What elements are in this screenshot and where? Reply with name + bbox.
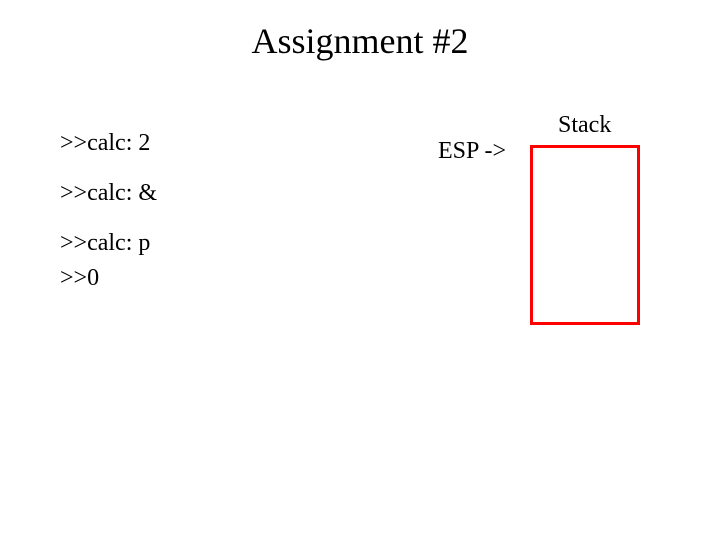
slide: Assignment #2 >>calc: 2 >>calc: & >>calc… xyxy=(0,0,720,540)
slide-title: Assignment #2 xyxy=(0,20,720,62)
stack-box xyxy=(530,145,640,325)
stack-label: Stack xyxy=(558,112,611,139)
esp-pointer-label: ESP -> xyxy=(438,138,506,165)
terminal-line: >>calc: 2 xyxy=(60,130,150,157)
terminal-line: >>calc: & xyxy=(60,180,157,207)
terminal-line: >>calc: p xyxy=(60,230,150,257)
terminal-line: >>0 xyxy=(60,265,99,292)
